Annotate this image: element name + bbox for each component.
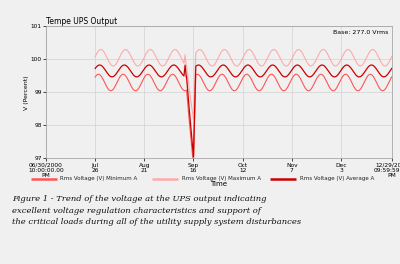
Text: Figure 1 - Trend of the voltage at the UPS output indicating
excellent voltage r: Figure 1 - Trend of the voltage at the U… bbox=[12, 195, 301, 226]
Text: Rms Voltage (V) Maximum A: Rms Voltage (V) Maximum A bbox=[182, 176, 261, 181]
Text: Tempe UPS Output: Tempe UPS Output bbox=[46, 17, 117, 26]
X-axis label: Time: Time bbox=[210, 181, 228, 187]
Text: Rms Voltage (V) Average A: Rms Voltage (V) Average A bbox=[300, 176, 374, 181]
Text: Rms Voltage (V) Minimum A: Rms Voltage (V) Minimum A bbox=[60, 176, 138, 181]
Text: Base: 277.0 Vrms: Base: 277.0 Vrms bbox=[333, 30, 388, 35]
Y-axis label: V (Percent): V (Percent) bbox=[24, 75, 29, 110]
